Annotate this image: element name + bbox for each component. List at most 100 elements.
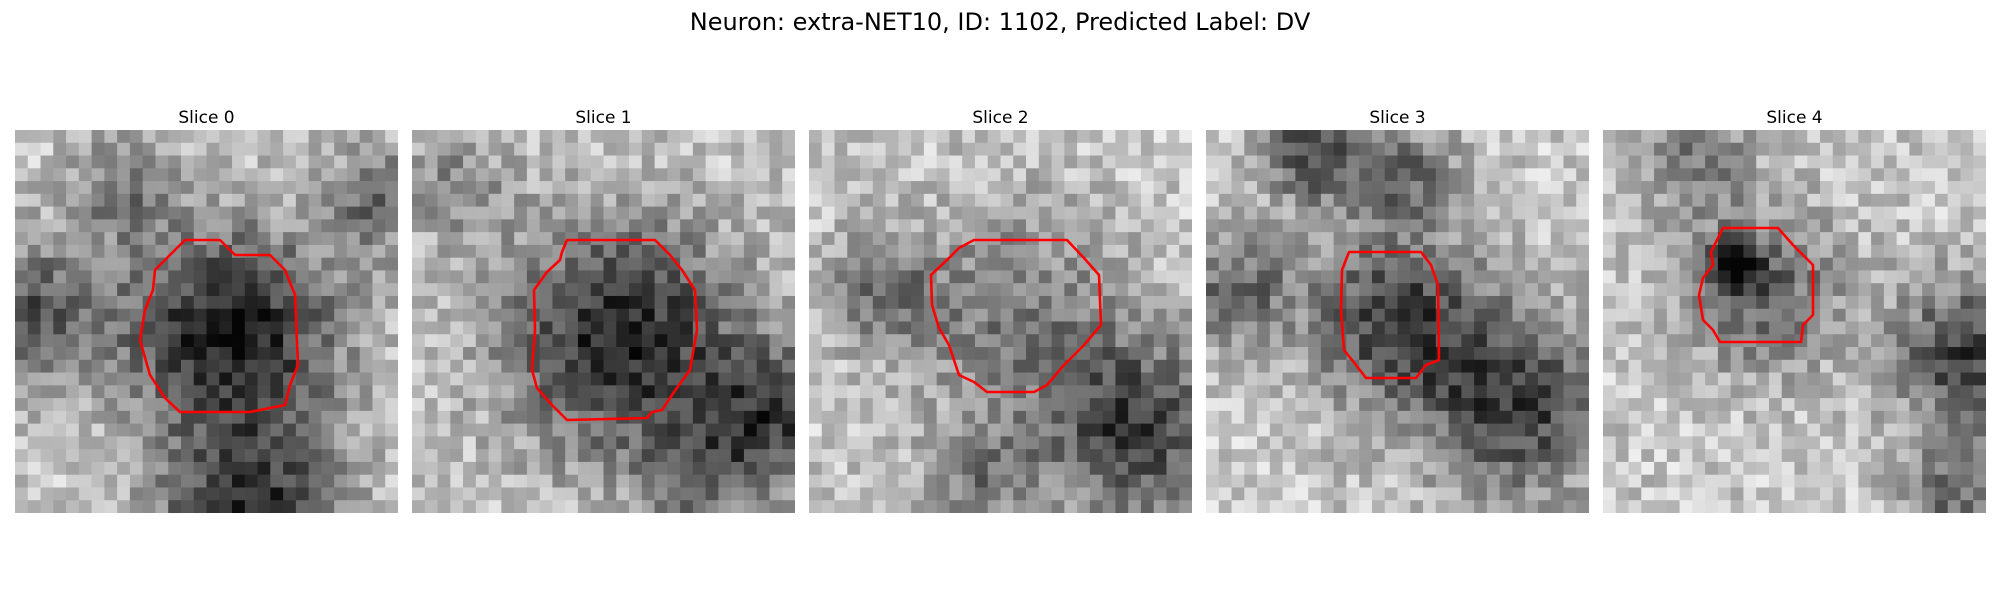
pixel — [1845, 181, 1859, 195]
pixel — [514, 359, 528, 373]
pixel — [1474, 436, 1488, 450]
pixel — [1295, 295, 1309, 310]
pixel — [680, 347, 694, 361]
pixel — [911, 500, 925, 513]
pixel — [219, 372, 233, 386]
pixel — [1051, 295, 1065, 310]
pixel — [782, 257, 795, 271]
pixel — [974, 283, 989, 297]
pixel — [1244, 372, 1258, 386]
pixel — [424, 155, 438, 169]
pixel — [1603, 181, 1617, 195]
pixel — [488, 372, 502, 386]
pixel — [1883, 347, 1898, 361]
pixel — [91, 410, 105, 425]
pixel — [769, 449, 783, 463]
pixel — [244, 372, 258, 386]
pixel — [1128, 219, 1142, 233]
pixel — [1794, 270, 1808, 284]
pixel — [1896, 155, 1910, 169]
pixel — [168, 500, 182, 513]
pixel — [142, 206, 156, 220]
pixel — [206, 219, 220, 233]
pixel — [1743, 461, 1757, 476]
pixel — [1705, 385, 1719, 399]
pixel — [949, 474, 963, 488]
pixel — [66, 232, 80, 246]
pixel — [1922, 436, 1936, 450]
pixel — [885, 130, 899, 144]
pixel — [1934, 423, 1949, 437]
pixel — [1756, 487, 1770, 501]
pixel — [78, 155, 92, 169]
pixel — [552, 461, 566, 476]
pixel — [565, 321, 579, 335]
pixel — [782, 130, 795, 144]
pixel — [1960, 181, 1974, 195]
pixel — [834, 232, 848, 246]
pixel — [514, 487, 528, 501]
pixel — [911, 334, 925, 348]
pixel — [1603, 142, 1617, 156]
pixel — [514, 181, 528, 195]
pixel — [641, 449, 655, 463]
pixel — [936, 206, 950, 220]
pixel — [782, 500, 795, 513]
pixel — [475, 181, 489, 195]
pixel — [1320, 385, 1335, 399]
pixel — [1077, 219, 1091, 233]
pixel — [809, 206, 823, 220]
pixel — [359, 193, 373, 207]
pixel — [1807, 423, 1821, 437]
pixel — [603, 334, 617, 348]
pixel — [1871, 181, 1885, 195]
pixel — [1435, 423, 1449, 437]
pixel — [372, 398, 386, 412]
pixel — [1756, 347, 1770, 361]
pixel — [782, 219, 795, 233]
pixel — [1641, 219, 1655, 233]
pixel — [308, 295, 322, 310]
pixel — [514, 398, 528, 412]
pixel — [1909, 334, 1923, 348]
pixel — [1666, 385, 1680, 399]
pixel — [1166, 436, 1180, 450]
pixel — [641, 398, 655, 412]
pixel — [501, 206, 515, 220]
pixel — [872, 334, 886, 348]
pixel — [359, 181, 373, 195]
pixel — [514, 500, 528, 513]
pixel — [1397, 385, 1411, 399]
pixel — [1474, 181, 1488, 195]
pixel — [1768, 155, 1783, 169]
pixel — [1269, 308, 1283, 322]
pixel — [1768, 487, 1783, 501]
pixel — [1679, 232, 1693, 246]
pixel — [885, 500, 899, 513]
pixel — [692, 372, 707, 386]
pixel — [1934, 193, 1949, 207]
pixel — [1269, 398, 1283, 412]
pixel — [782, 449, 795, 463]
pixel — [834, 347, 848, 361]
pixel — [1000, 372, 1014, 386]
pixel — [1333, 359, 1347, 373]
pixel — [1858, 449, 1872, 463]
pixel — [974, 321, 989, 335]
pixel — [1756, 270, 1770, 284]
pixel — [860, 219, 874, 233]
pixel — [1883, 474, 1898, 488]
pixel — [1448, 436, 1462, 450]
pixel — [680, 181, 694, 195]
pixel — [1603, 283, 1617, 297]
pixel — [1960, 168, 1974, 182]
pixel — [1858, 474, 1872, 488]
pixel — [1435, 155, 1449, 169]
pixel — [756, 423, 770, 437]
pixel — [180, 410, 195, 425]
pixel — [1474, 257, 1488, 271]
pixel — [1947, 155, 1961, 169]
pixel — [27, 244, 41, 259]
pixel — [1461, 232, 1475, 246]
pixel — [1743, 359, 1757, 373]
